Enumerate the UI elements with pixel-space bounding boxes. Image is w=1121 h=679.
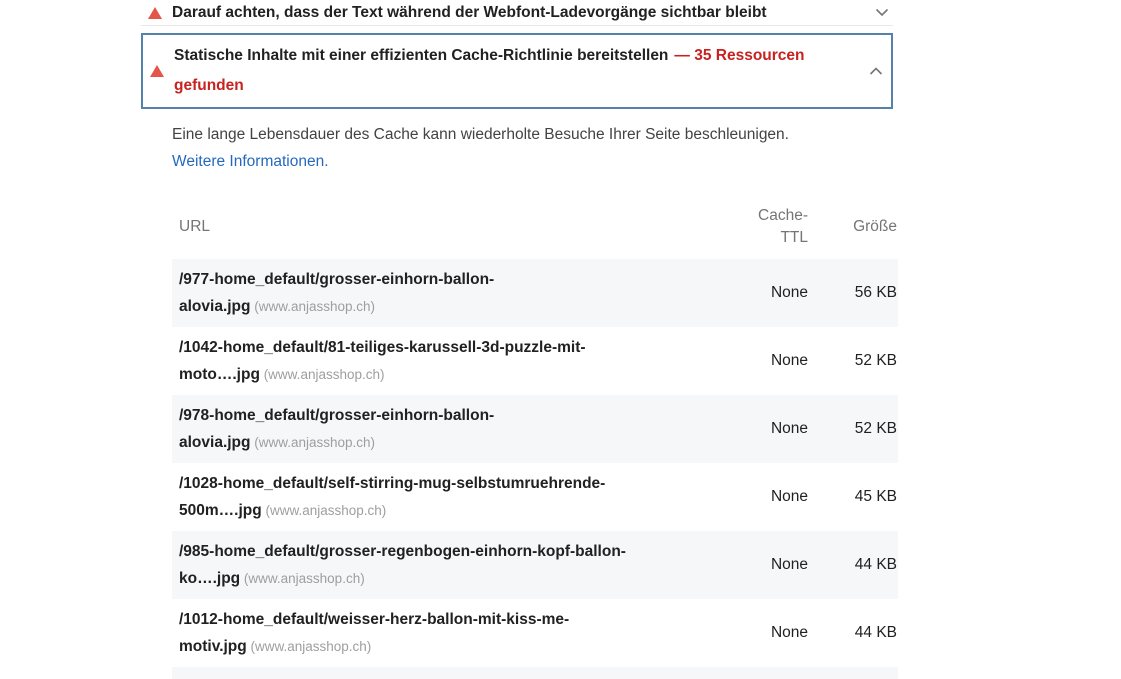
resource-host: (www.anjasshop.ch) — [261, 503, 387, 518]
resource-host: (www.anjasshop.ch) — [250, 299, 376, 314]
resource-path: /1012-home_default/weisser-herz-ballon-m… — [179, 611, 570, 655]
cache-ttl-cell: None — [770, 420, 808, 437]
size-cell: 52 KB — [854, 420, 897, 437]
table-row-partial — [172, 667, 898, 679]
size-cell: 45 KB — [854, 488, 897, 505]
size-cell: 56 KB — [854, 284, 897, 301]
size-cell: 52 KB — [854, 352, 897, 369]
cache-ttl-cell: None — [770, 284, 808, 301]
resource-path: /985-home_default/grosser-regenbogen-ein… — [179, 543, 626, 587]
audit-details: Eine lange Lebensdauer des Cache kann wi… — [141, 121, 898, 679]
table-row: /985-home_default/grosser-regenbogen-ein… — [172, 531, 898, 599]
resources-table: URL Cache-TTL Größe /977-home_default/gr… — [172, 195, 898, 679]
resource-host: (www.anjasshop.ch) — [246, 639, 372, 654]
resource-host: (www.anjasshop.ch) — [240, 571, 365, 586]
resource-path: /1028-home_default/self-stirring-mug-sel… — [179, 475, 606, 519]
size-cell: 44 KB — [854, 556, 897, 573]
fail-triangle-icon — [150, 65, 164, 77]
url-cell: /977-home_default/grosser-einhorn-ballon… — [172, 259, 657, 327]
chevron-up-icon — [869, 66, 883, 75]
audit-result-text: — 35 Ressourcen gefunden — [174, 47, 805, 94]
audit-panel: Darauf achten, dass der Text während der… — [141, 0, 898, 679]
learn-more-link[interactable]: Weitere Informationen. — [172, 153, 329, 170]
chevron-down-icon — [875, 8, 889, 17]
audit-title: Darauf achten, dass der Text während der… — [172, 3, 767, 21]
url-cell: /1042-home_default/81-teiliges-karussell… — [172, 327, 657, 395]
cache-ttl-cell: None — [770, 556, 808, 573]
audit-row-webfont-display[interactable]: Darauf achten, dass der Text während der… — [141, 0, 893, 26]
cache-ttl-cell: None — [770, 488, 808, 505]
column-header-size: Größe — [853, 218, 897, 235]
resource-host: (www.anjasshop.ch) — [259, 367, 385, 382]
url-cell: /1012-home_default/weisser-herz-ballon-m… — [172, 599, 657, 667]
table-row: /1012-home_default/weisser-herz-ballon-m… — [172, 599, 898, 667]
url-cell: /985-home_default/grosser-regenbogen-ein… — [172, 531, 657, 599]
table-row: /978-home_default/grosser-einhorn-ballon… — [172, 395, 898, 463]
audit-card-cache-policy[interactable]: Statische Inhalte mit einer effizienten … — [141, 33, 893, 109]
audit-description: Eine lange Lebensdauer des Cache kann wi… — [172, 121, 893, 175]
resource-path: /1042-home_default/81-teiliges-karussell… — [179, 339, 586, 383]
resource-path: /977-home_default/grosser-einhorn-ballon… — [179, 271, 495, 315]
cache-ttl-cell: None — [770, 352, 808, 369]
cache-ttl-cell: None — [770, 624, 808, 641]
audit-title-text: Statische Inhalte mit einer effizienten … — [174, 47, 669, 64]
table-row: /977-home_default/grosser-einhorn-ballon… — [172, 259, 898, 327]
column-header-url: URL — [179, 218, 211, 235]
description-text: Eine lange Lebensdauer des Cache kann wi… — [172, 126, 789, 143]
resource-path: /978-home_default/grosser-einhorn-ballon… — [179, 407, 495, 451]
size-cell: 44 KB — [854, 624, 897, 641]
audit-title: Statische Inhalte mit einer effizienten … — [174, 41, 869, 101]
url-cell: /978-home_default/grosser-einhorn-ballon… — [172, 395, 657, 463]
column-header-cache-ttl: Cache-TTL — [758, 207, 808, 246]
url-cell: /1028-home_default/self-stirring-mug-sel… — [172, 463, 657, 531]
fail-triangle-icon — [148, 6, 162, 19]
resource-host: (www.anjasshop.ch) — [250, 435, 376, 450]
table-row: /1028-home_default/self-stirring-mug-sel… — [172, 463, 898, 531]
table-row: /1042-home_default/81-teiliges-karussell… — [172, 327, 898, 395]
table-header-row: URL Cache-TTL Größe — [172, 195, 898, 259]
